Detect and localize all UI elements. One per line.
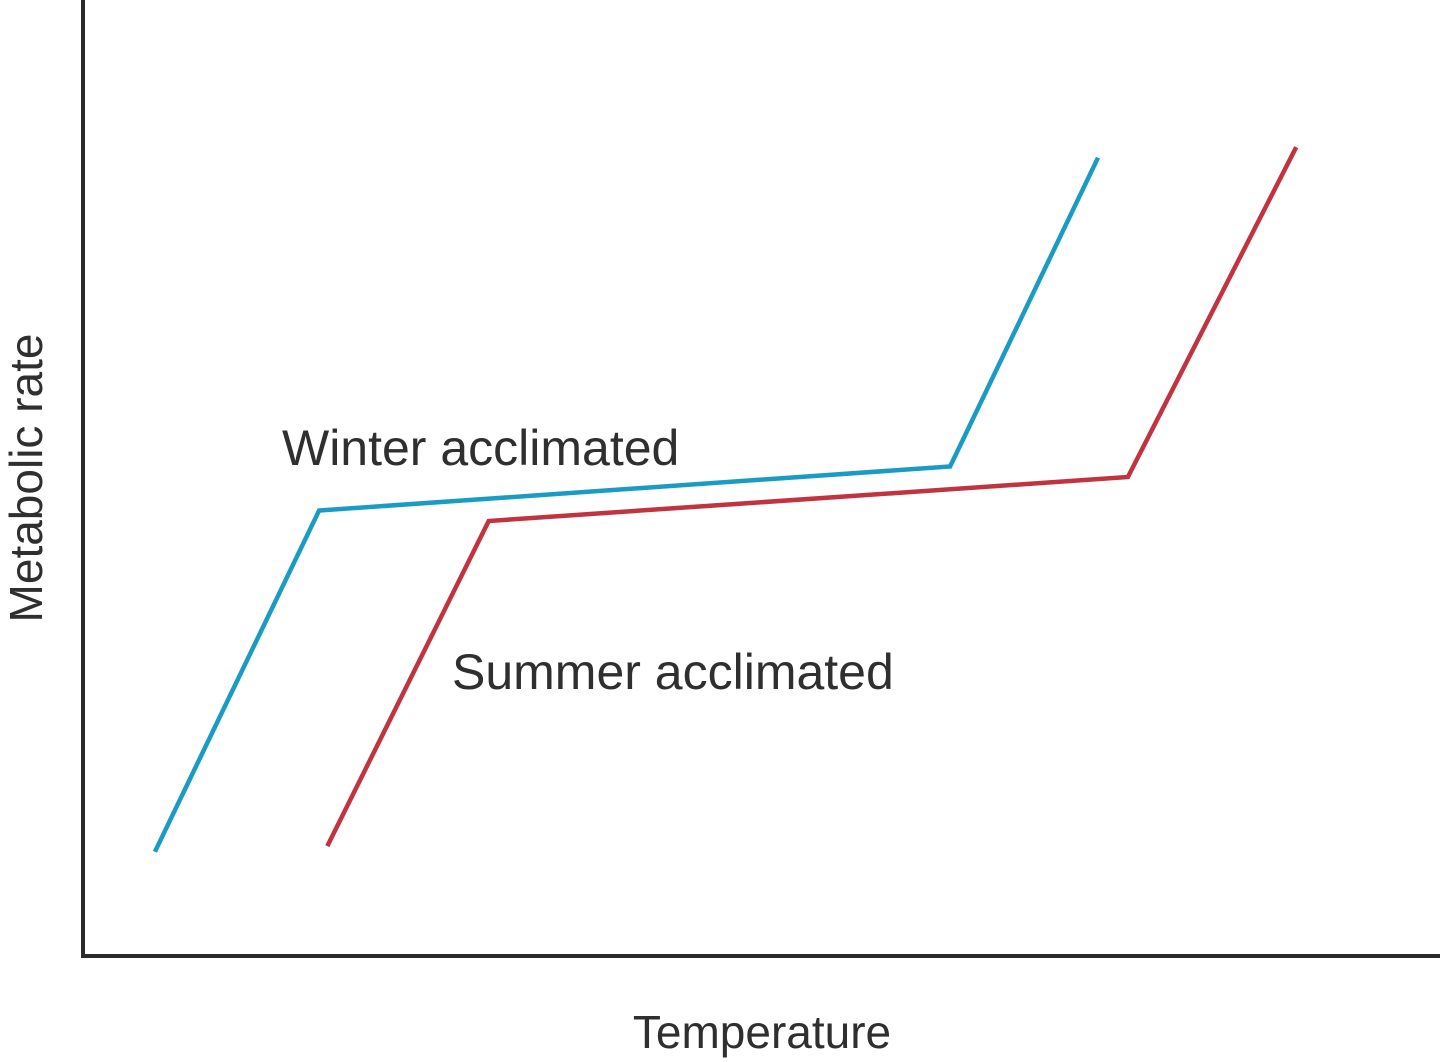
series-line-summer-acclimated	[325, 146, 1299, 848]
y-axis-label: Metabolic rate	[0, 334, 52, 623]
x-axis-label: Temperature	[633, 1006, 891, 1058]
series-layer	[152, 146, 1299, 853]
series-line-winter-acclimated	[152, 156, 1101, 853]
series-label-winter-acclimated: Winter acclimated	[282, 420, 679, 476]
series-label-summer-acclimated: Summer acclimated	[452, 644, 894, 700]
